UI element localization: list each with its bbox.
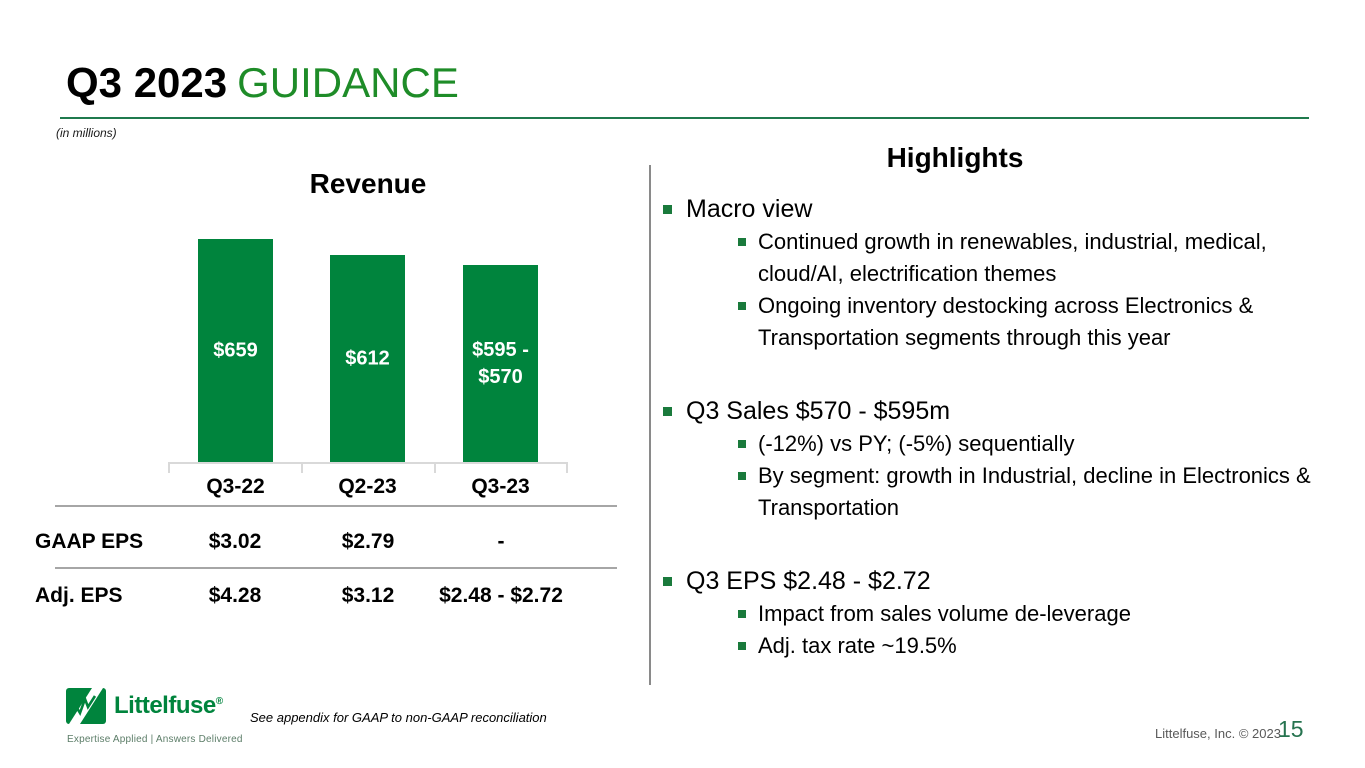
list-item: Macro view [655, 192, 1360, 226]
highlight-group-macro-view: Macro view Continued growth in renewable… [655, 192, 1360, 354]
list-item: Q3 Sales $570 - $595m [655, 394, 1360, 428]
highlight-subitem: Impact from sales volume de-leverage [758, 601, 1131, 626]
bar-value-label: $612 [345, 347, 390, 370]
list-item: Ongoing inventory destocking across Elec… [655, 290, 1360, 354]
gaap-footnote: See appendix for GAAP to non-GAAP reconc… [250, 710, 547, 725]
bullet-square-icon [738, 610, 746, 618]
bullet-square-icon [738, 302, 746, 310]
bullet-square-icon [738, 440, 746, 448]
adj-eps-q3-22: $4.28 [208, 584, 262, 607]
highlight-subitem: Continued growth in renewables, industri… [758, 229, 1267, 286]
bullet-square-icon [738, 472, 746, 480]
highlights-title: Highlights [886, 142, 1024, 173]
bullet-square-icon [663, 577, 672, 586]
list-item: Continued growth in renewables, industri… [655, 226, 1360, 290]
x-axis-tick [434, 462, 436, 473]
highlight-label: Macro view [686, 195, 813, 223]
x-axis-tick [301, 462, 303, 473]
category-label-q3-23: Q3-23 [471, 475, 530, 498]
highlight-group-q3-sales: Q3 Sales $570 - $595m (-12%) vs PY; (-5%… [655, 394, 1360, 524]
page-number: 15 [1278, 716, 1304, 742]
gaap-eps-q3-23: - [497, 530, 505, 553]
adj-eps-q3-23: $2.48 - $2.72 [439, 584, 563, 607]
bar-q3-23: $595 - $570 [463, 265, 538, 463]
units-note: (in millions) [56, 126, 117, 140]
list-item: (-12%) vs PY; (-5%) sequentially [655, 428, 1360, 460]
bar-value-label: $595 - $570 [472, 339, 529, 388]
highlight-group-q3-eps: Q3 EPS $2.48 - $2.72 Impact from sales v… [655, 564, 1360, 662]
gaap-eps-q2-23: $2.79 [341, 530, 395, 553]
gaap-eps-q3-22: $3.02 [208, 530, 262, 553]
x-axis-tick [566, 462, 568, 473]
highlight-subitem: By segment: growth in Industrial, declin… [758, 463, 1311, 520]
littelfuse-logo-text: Littelfuse® [114, 692, 223, 719]
bar-q2-23: $612 [330, 255, 405, 463]
bullet-square-icon [663, 407, 672, 416]
gaap-eps-row-label: GAAP EPS [35, 530, 144, 553]
list-item: Adj. tax rate ~19.5% [655, 630, 1360, 662]
x-axis-line [168, 462, 568, 464]
category-label-q2-23: Q2-23 [338, 475, 397, 498]
title-divider [60, 117, 1309, 119]
column-divider [649, 165, 651, 685]
bar-q3-22: $659 [198, 239, 273, 463]
bar-value-label: $659 [213, 339, 258, 362]
bullet-square-icon [738, 238, 746, 246]
highlight-subitem: (-12%) vs PY; (-5%) sequentially [758, 431, 1075, 456]
table-divider [55, 505, 617, 507]
highlights-list: Macro view Continued growth in renewable… [655, 192, 1360, 662]
littelfuse-logo-icon [66, 688, 106, 724]
list-item: By segment: growth in Industrial, declin… [655, 460, 1360, 524]
bullet-square-icon [738, 642, 746, 650]
adj-eps-row-label: Adj. EPS [35, 584, 123, 607]
x-axis-tick [168, 462, 170, 473]
highlight-subitem: Ongoing inventory destocking across Elec… [758, 293, 1254, 350]
highlight-subitem: Adj. tax rate ~19.5% [758, 633, 957, 658]
highlight-label: Q3 Sales $570 - $595m [686, 397, 951, 425]
logo-tagline: Expertise Applied | Answers Delivered [67, 734, 243, 745]
table-divider [55, 567, 617, 569]
adj-eps-q2-23: $3.12 [341, 584, 395, 607]
category-label-q3-22: Q3-22 [206, 475, 265, 498]
bullet-square-icon [663, 205, 672, 214]
list-item: Q3 EPS $2.48 - $2.72 [655, 564, 1360, 598]
highlight-label: Q3 EPS $2.48 - $2.72 [686, 567, 931, 595]
title-suffix: GUIDANCE [237, 59, 459, 106]
list-item: Impact from sales volume de-leverage [655, 598, 1360, 630]
copyright-text: Littelfuse, Inc. © 2023 [1155, 726, 1281, 741]
title-prefix: Q3 2023 [66, 59, 228, 106]
littelfuse-logo: Littelfuse® [66, 688, 223, 724]
page-title: Q3 2023 GUIDANCE [66, 60, 459, 106]
chart-title: Revenue [309, 168, 427, 199]
